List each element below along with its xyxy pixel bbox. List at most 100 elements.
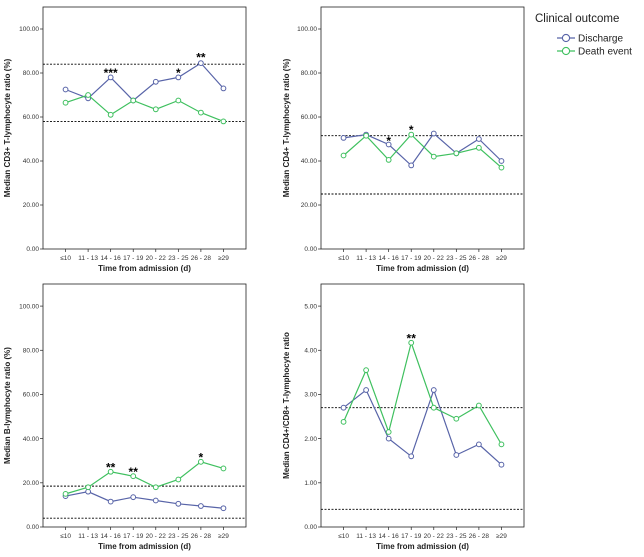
data-point-discharge xyxy=(175,500,182,507)
y-tick-label: 100.00 xyxy=(19,26,39,33)
data-point-discharge xyxy=(430,130,437,137)
data-point-death xyxy=(475,144,482,151)
y-tick-label: 1.00 xyxy=(304,480,317,487)
y-tick-label: 0.00 xyxy=(304,524,317,531)
y-tick-label: 20.00 xyxy=(301,202,318,209)
y-tick-label: 20.00 xyxy=(23,202,40,209)
chart-cd4: 0.00 20.00 40.00 60.00 80.00 100.00 ≤10 11 - 13… xyxy=(282,6,525,273)
significance-marker: * xyxy=(176,66,181,80)
data-point-discharge xyxy=(107,498,114,505)
y-tick-label: 60.00 xyxy=(23,114,40,121)
chart-ratio: 0.00 1.00 2.00 3.00 4.00 5.00 ≤10 11 - 13 14 - 1… xyxy=(282,283,525,551)
data-point-death xyxy=(107,468,114,475)
x-tick-label: 23 - 25 xyxy=(446,533,467,540)
data-point-discharge xyxy=(175,74,182,81)
data-point-death xyxy=(152,484,159,491)
data-point-discharge xyxy=(130,494,137,501)
chart-cd3: 0.00 20.00 40.00 60.00 80.00 100.00 ≤10 11 - 13… xyxy=(3,6,247,273)
legend-swatch-marker-death xyxy=(561,46,571,56)
data-point-discharge xyxy=(453,452,460,458)
x-axis-label: Time from admission (d) xyxy=(376,264,469,273)
data-point-discharge xyxy=(385,435,392,442)
plot-frame xyxy=(42,6,247,250)
x-tick-label: 20 - 22 xyxy=(424,255,445,262)
data-point-death xyxy=(62,99,69,106)
x-axis-label: Time from admission (d) xyxy=(98,542,191,551)
legend-label-discharge: Discharge xyxy=(578,34,623,45)
plot-frame xyxy=(42,283,247,528)
significance-marker: ** xyxy=(129,465,139,479)
data-point-death xyxy=(85,92,92,98)
data-point-death xyxy=(430,153,437,160)
x-axis-label: Time from admission (d) xyxy=(376,542,469,551)
data-point-discharge xyxy=(363,387,370,393)
y-tick-label: 20.00 xyxy=(23,480,40,487)
data-point-death xyxy=(385,429,392,435)
y-tick-label: 100.00 xyxy=(19,303,39,310)
data-point-death xyxy=(363,367,370,374)
y-tick-label: 80.00 xyxy=(23,70,40,77)
legend-title: Clinical outcome xyxy=(535,13,619,25)
y-tick-label: 0.00 xyxy=(26,524,39,531)
data-point-death xyxy=(340,152,347,159)
x-tick-label: ≥29 xyxy=(496,533,507,540)
x-tick-label: ≤10 xyxy=(60,533,71,540)
significance-marker: ** xyxy=(407,331,417,345)
data-point-discharge xyxy=(220,505,227,512)
series-line-discharge xyxy=(343,132,502,167)
x-tick-label: 26 - 28 xyxy=(191,533,212,540)
x-tick-label: ≥29 xyxy=(218,533,229,540)
data-point-death xyxy=(62,490,69,497)
y-tick-label: 80.00 xyxy=(301,70,318,77)
data-point-death xyxy=(430,404,437,411)
data-point-discharge xyxy=(498,158,505,164)
series-line-death xyxy=(65,461,224,495)
data-point-discharge xyxy=(107,74,114,81)
data-point-discharge xyxy=(498,461,505,468)
x-tick-label: ≥29 xyxy=(496,255,507,262)
series-line-discharge xyxy=(343,388,502,466)
data-point-discharge xyxy=(152,497,159,504)
x-tick-label: 20 - 22 xyxy=(146,255,167,262)
x-tick-label: ≤10 xyxy=(338,533,349,540)
data-point-discharge xyxy=(408,453,415,460)
y-tick-label: 2.00 xyxy=(304,436,317,443)
y-tick-label: 100.00 xyxy=(297,26,317,33)
data-point-death xyxy=(175,97,182,104)
data-point-death xyxy=(220,118,227,125)
y-tick-label: 4.00 xyxy=(304,347,317,354)
x-axis-label: Time from admission (d) xyxy=(98,264,191,273)
data-point-death xyxy=(498,441,505,448)
data-point-death xyxy=(107,111,114,118)
y-axis-label: Median B-lymphocyte ratio (%) xyxy=(3,347,12,464)
x-tick-label: 17 - 19 xyxy=(123,533,144,540)
data-point-death xyxy=(408,131,415,138)
significance-marker: ** xyxy=(106,460,116,474)
significance-marker: * xyxy=(386,134,391,148)
x-tick-label: 17 - 19 xyxy=(401,255,422,262)
y-tick-label: 40.00 xyxy=(23,158,40,165)
x-tick-label: ≤10 xyxy=(338,255,349,262)
data-point-death xyxy=(408,339,415,346)
data-point-death xyxy=(130,97,137,104)
legend: Clinical outcome Discharge Death event xyxy=(535,13,632,58)
series-line-discharge xyxy=(65,491,224,509)
y-tick-label: 40.00 xyxy=(301,158,318,165)
x-tick-label: 20 - 22 xyxy=(146,533,167,540)
data-point-death xyxy=(498,164,505,171)
chart-b: 0.00 20.00 40.00 60.00 80.00 100.00 ≤10 11 - 13… xyxy=(3,283,247,551)
legend-label-death: Death event xyxy=(578,47,632,58)
data-point-death xyxy=(197,458,204,465)
series-line-death xyxy=(65,94,224,122)
x-tick-label: 14 - 16 xyxy=(379,255,400,262)
y-tick-label: 60.00 xyxy=(23,392,40,399)
x-tick-label: 11 - 13 xyxy=(356,533,376,540)
series-line-discharge xyxy=(65,62,224,102)
legend-swatch-marker-discharge xyxy=(561,33,571,43)
y-tick-label: 0.00 xyxy=(304,246,317,253)
data-point-death xyxy=(220,465,227,472)
plot-frame xyxy=(320,283,525,528)
x-tick-label: 23 - 25 xyxy=(168,255,189,262)
significance-marker: ** xyxy=(196,51,206,65)
